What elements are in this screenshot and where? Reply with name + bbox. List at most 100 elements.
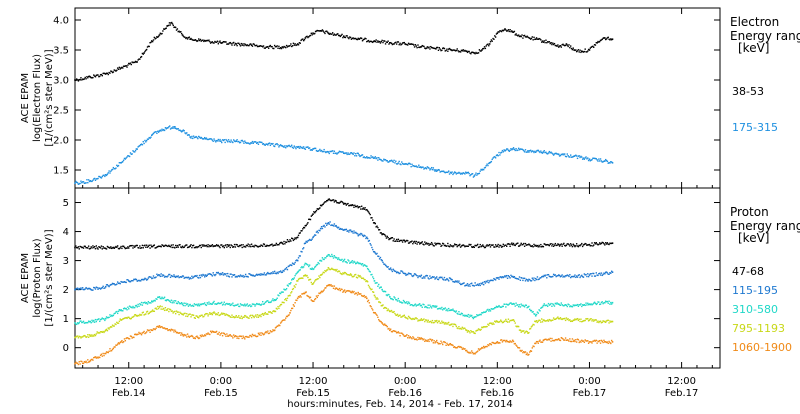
data-point	[227, 335, 230, 337]
data-point	[169, 276, 172, 279]
data-point	[542, 304, 545, 307]
data-point	[219, 274, 221, 276]
data-point	[227, 272, 229, 275]
data-point	[129, 152, 132, 154]
data-point	[254, 305, 256, 307]
data-point	[343, 228, 346, 231]
data-point	[255, 141, 257, 143]
data-point	[141, 52, 144, 55]
data-point	[389, 237, 392, 240]
data-point	[524, 242, 527, 245]
data-point	[471, 284, 474, 287]
data-point	[579, 244, 581, 247]
data-point	[132, 279, 134, 282]
data-point	[511, 242, 513, 244]
data-point	[162, 274, 164, 276]
data-point	[150, 134, 153, 136]
data-point	[368, 212, 371, 214]
data-point	[376, 297, 378, 299]
data-point	[310, 215, 313, 217]
data-point	[442, 341, 445, 343]
data-point	[178, 302, 180, 304]
data-point	[414, 273, 417, 275]
data-point	[515, 277, 517, 280]
data-point	[352, 262, 354, 264]
data-point	[506, 321, 509, 323]
data-point	[507, 29, 510, 31]
data-point	[456, 280, 458, 282]
data-point	[84, 322, 86, 324]
data-point	[396, 300, 399, 302]
data-point	[569, 305, 572, 307]
data-point	[574, 340, 576, 343]
data-point	[540, 246, 543, 248]
data-point	[409, 317, 411, 319]
data-point	[74, 79, 76, 81]
data-point	[130, 153, 133, 155]
data-point	[240, 335, 243, 338]
data-point	[355, 232, 358, 234]
data-point	[263, 144, 266, 146]
data-point	[506, 245, 508, 247]
data-point	[482, 326, 484, 329]
data-point	[413, 337, 415, 339]
data-point	[553, 153, 556, 155]
data-point	[530, 326, 533, 328]
data-point	[80, 180, 82, 182]
data-point	[389, 297, 392, 300]
data-point	[208, 333, 210, 335]
data-point	[271, 45, 273, 48]
data-point	[312, 283, 314, 285]
data-point	[243, 142, 245, 144]
data-point	[513, 148, 516, 151]
data-point	[187, 36, 190, 39]
data-point	[211, 139, 214, 141]
data-point	[345, 290, 348, 292]
data-point	[453, 281, 456, 283]
data-point	[279, 241, 282, 244]
data-point	[261, 45, 263, 47]
data-point	[99, 74, 102, 76]
data-point	[285, 289, 287, 291]
data-point	[308, 295, 310, 298]
data-point	[394, 330, 396, 333]
data-point	[153, 244, 156, 246]
data-point	[609, 242, 611, 244]
data-point	[88, 248, 91, 250]
data-point	[375, 253, 377, 255]
data-point	[135, 304, 138, 307]
data-point	[413, 273, 416, 275]
data-point	[393, 310, 395, 313]
data-point	[460, 346, 463, 349]
data-point	[443, 276, 446, 279]
data-point	[273, 329, 276, 332]
data-point	[230, 303, 232, 305]
data-point	[562, 276, 564, 278]
data-point	[246, 245, 249, 247]
data-point	[605, 243, 608, 245]
data-point	[226, 333, 228, 335]
data-point	[85, 78, 87, 80]
data-point	[403, 300, 406, 303]
data-point	[74, 246, 76, 249]
data-point	[532, 345, 534, 347]
data-point	[191, 135, 193, 138]
data-point	[209, 303, 211, 305]
data-point	[280, 144, 283, 147]
data-point	[76, 247, 79, 249]
data-point	[222, 41, 225, 43]
data-point	[519, 279, 522, 281]
data-point	[546, 41, 548, 44]
data-point	[346, 203, 348, 205]
data-point	[123, 317, 126, 319]
data-point	[464, 285, 466, 287]
legend-entry-1060-1900: 1060-1900	[732, 341, 792, 354]
data-point	[93, 335, 95, 337]
data-point	[544, 275, 546, 277]
data-point	[169, 125, 171, 127]
data-point	[428, 167, 430, 169]
data-point	[601, 340, 603, 343]
data-point	[179, 332, 181, 334]
data-point	[86, 361, 88, 364]
data-point	[548, 318, 551, 321]
